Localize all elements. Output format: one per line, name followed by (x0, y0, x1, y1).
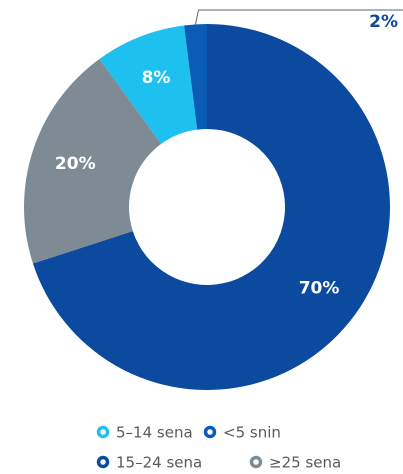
donut-segment (184, 24, 207, 130)
legend-marker (249, 455, 263, 469)
leader-line (195, 9, 403, 25)
donut-segment (24, 58, 162, 264)
legend-marker (96, 425, 110, 439)
legend-marker (203, 425, 217, 439)
donut-segment (32, 24, 391, 390)
value-label: 8% (142, 68, 171, 88)
value-label: 2% (369, 12, 398, 32)
legend-label: <5 snin (223, 424, 281, 442)
donut-segment (99, 25, 198, 144)
value-label: 70% (299, 278, 340, 298)
legend-marker (96, 455, 110, 469)
legend-label: 15–24 sena (116, 454, 202, 472)
legend-label: 5–14 sena (116, 424, 193, 442)
legend-label: ≥25 sena (269, 454, 341, 472)
value-label: 20% (55, 154, 96, 174)
